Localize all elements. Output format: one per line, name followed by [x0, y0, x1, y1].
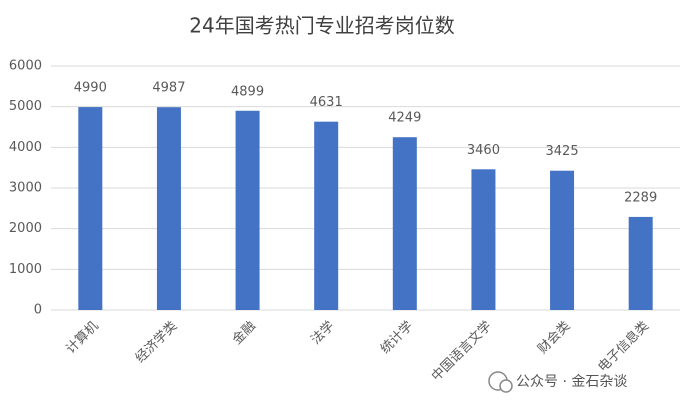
watermark: 公众号 · 金石杂谈 — [488, 371, 627, 393]
y-tick-label: 0 — [34, 303, 42, 318]
bar — [471, 169, 496, 310]
data-label: 4987 — [152, 81, 185, 96]
data-label: 3425 — [546, 144, 579, 159]
y-tick-label: 3000 — [9, 181, 42, 196]
data-label: 4990 — [74, 81, 107, 96]
chart-title: 24年国考热门专业招考岗位数 — [189, 14, 454, 38]
bar — [550, 170, 575, 310]
bar — [78, 107, 103, 310]
y-tick-label: 1000 — [9, 262, 42, 277]
data-label: 4249 — [388, 111, 421, 126]
watermark-icon — [499, 379, 513, 393]
data-label: 4899 — [231, 84, 264, 99]
bar — [314, 121, 339, 310]
y-tick-label: 2000 — [9, 221, 42, 236]
watermark-text: 公众号 · 金石杂谈 — [516, 374, 627, 390]
bar — [235, 110, 260, 310]
bar — [156, 107, 181, 310]
data-label: 3460 — [467, 143, 500, 158]
bar — [628, 216, 653, 310]
y-tick-label: 6000 — [9, 59, 42, 74]
bar — [392, 137, 417, 310]
data-label: 2289 — [624, 190, 657, 205]
data-label: 4631 — [310, 95, 343, 110]
y-tick-label: 5000 — [9, 99, 42, 114]
y-tick-label: 4000 — [9, 140, 42, 155]
